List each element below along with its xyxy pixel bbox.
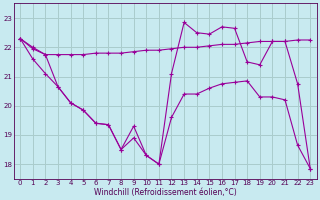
X-axis label: Windchill (Refroidissement éolien,°C): Windchill (Refroidissement éolien,°C) — [94, 188, 236, 197]
